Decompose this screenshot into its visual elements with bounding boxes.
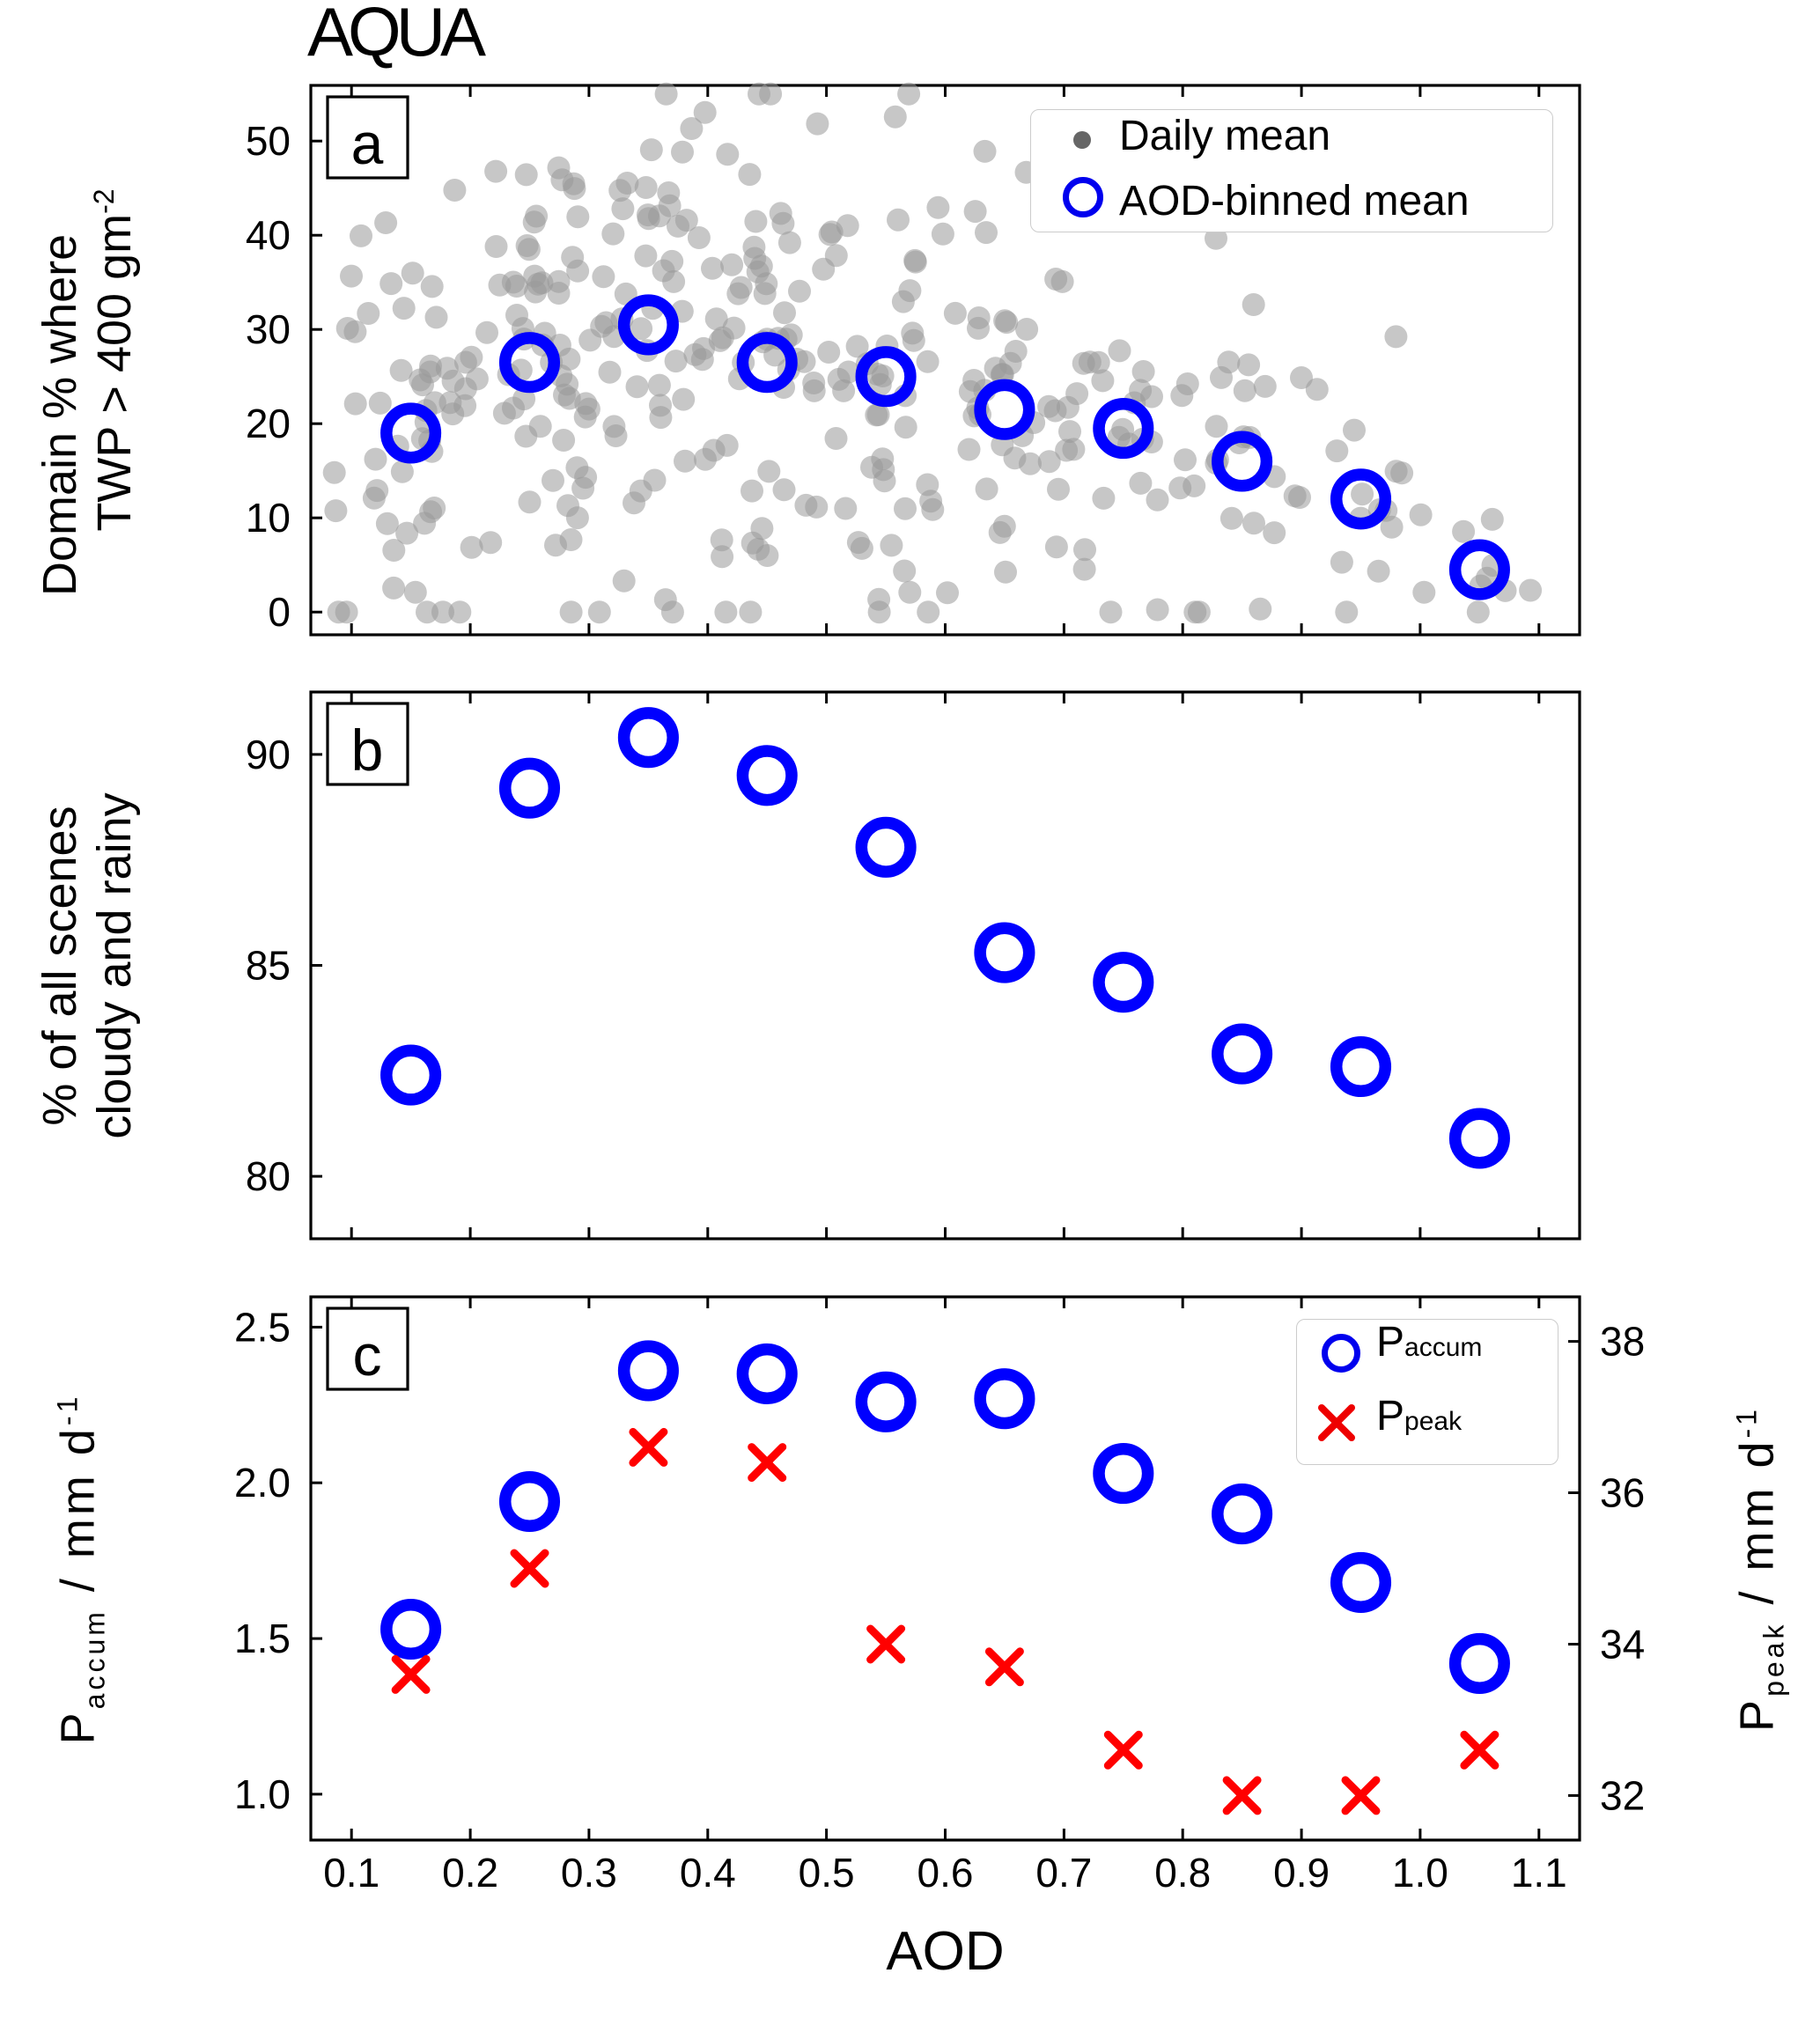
svg-text:c: c xyxy=(353,1322,382,1388)
svg-text:1.0: 1.0 xyxy=(1392,1850,1448,1896)
svg-text:1.5: 1.5 xyxy=(234,1616,291,1661)
svg-text:20: 20 xyxy=(246,401,291,446)
svg-text:36: 36 xyxy=(1600,1470,1645,1516)
svg-text:0.6: 0.6 xyxy=(917,1850,974,1896)
svg-text:0.4: 0.4 xyxy=(680,1850,736,1896)
svg-text:0.5: 0.5 xyxy=(799,1850,855,1896)
svg-text:0.2: 0.2 xyxy=(442,1850,498,1896)
svg-text:2.5: 2.5 xyxy=(234,1304,291,1350)
svg-text:0.9: 0.9 xyxy=(1273,1850,1330,1896)
svg-text:2.0: 2.0 xyxy=(234,1460,291,1506)
svg-text:0: 0 xyxy=(268,589,291,635)
svg-text:0.1: 0.1 xyxy=(323,1850,379,1896)
svg-text:90: 90 xyxy=(246,732,291,777)
svg-text:1.0: 1.0 xyxy=(234,1771,291,1817)
svg-text:1.1: 1.1 xyxy=(1511,1850,1567,1896)
svg-text:80: 80 xyxy=(246,1153,291,1199)
svg-text:40: 40 xyxy=(246,212,291,258)
svg-text:a: a xyxy=(351,111,384,176)
svg-text:10: 10 xyxy=(246,495,291,541)
svg-text:0.7: 0.7 xyxy=(1035,1850,1092,1896)
svg-text:0.8: 0.8 xyxy=(1154,1850,1211,1896)
svg-text:50: 50 xyxy=(246,118,291,164)
svg-text:30: 30 xyxy=(246,306,291,352)
svg-text:38: 38 xyxy=(1600,1319,1645,1365)
svg-text:b: b xyxy=(351,718,384,783)
svg-text:34: 34 xyxy=(1600,1622,1645,1668)
svg-text:32: 32 xyxy=(1600,1772,1645,1818)
svg-text:0.3: 0.3 xyxy=(561,1850,617,1896)
svg-text:85: 85 xyxy=(246,943,291,989)
